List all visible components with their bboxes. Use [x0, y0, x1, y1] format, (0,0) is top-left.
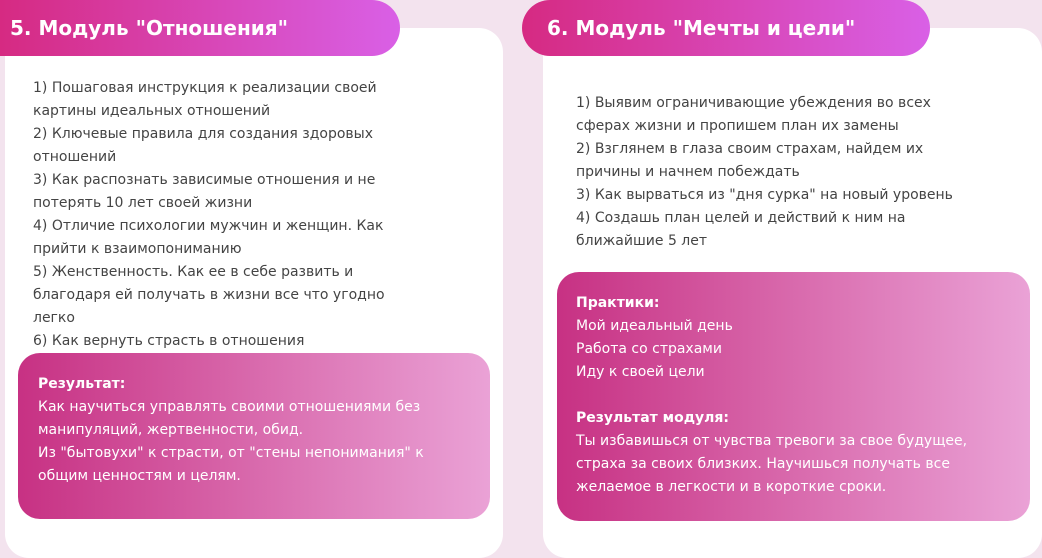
section-line: Мой идеальный день — [576, 318, 733, 334]
list-item: 4) Отличие психологии мужчин и женщин. К… — [33, 218, 384, 257]
spacer — [576, 384, 1010, 407]
result-box: Результат: Как научиться управлять своими… — [18, 353, 490, 519]
list-item: 5) Женственность. Как ее в себе развить … — [33, 264, 385, 326]
module-title: 5. Модуль "Отношения" — [0, 0, 400, 56]
module-title: 6. Модуль "Мечты и цели" — [522, 0, 930, 56]
list-item: 2) Взглянем в глаза своим страхам, найде… — [576, 141, 924, 180]
section-label: Результат модуля: — [576, 410, 730, 426]
list-item: 1) Пошаговая инструкция к реализации сво… — [33, 80, 377, 119]
item-list: 1) Пошаговая инструкция к реализации сво… — [33, 77, 428, 353]
practice-box: Практики: Мой идеальный день Работа со стр… — [557, 272, 1030, 521]
section-label: Практики: — [576, 295, 660, 311]
section-line: Из "бытовухи" к страсти, от "стены непон… — [38, 445, 424, 484]
section-line: Иду к своей цели — [576, 364, 705, 380]
list-item: 4) Создашь план целей и действий к ним н… — [576, 210, 906, 249]
section-line: Работа со страхами — [576, 341, 722, 357]
list-item: 6) Как вернуть страсть в отношения — [33, 333, 305, 349]
list-item: 3) Как вырваться из "дня сурка" на новый… — [576, 187, 953, 203]
list-item: 1) Выявим ограничивающие убеждения во вс… — [576, 95, 931, 134]
section-line: Как научиться управлять своими отношения… — [38, 399, 421, 438]
list-item: 3) Как распознать зависимые отношения и … — [33, 172, 376, 211]
section-line: Ты избавишься от чувства тревоги за свое… — [576, 433, 968, 495]
section-label: Результат: — [38, 376, 126, 392]
item-list: 1) Выявим ограничивающие убеждения во вс… — [576, 92, 961, 253]
list-item: 2) Ключевые правила для создания здоровы… — [33, 126, 374, 165]
